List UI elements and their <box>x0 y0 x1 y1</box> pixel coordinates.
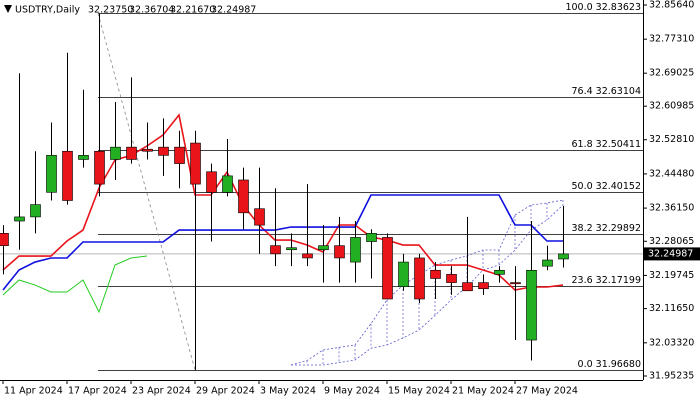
candle-body <box>366 233 377 242</box>
y-tick-label: 32.03320 <box>649 337 694 348</box>
x-tick-label: 3 May 2024 <box>260 386 316 397</box>
candle-body <box>526 269 537 341</box>
x-tick-label: 27 May 2024 <box>516 386 578 397</box>
y-tick-label: 31.95235 <box>649 370 694 381</box>
candle-body <box>270 245 281 255</box>
y-tick-label: 32.44480 <box>649 168 694 179</box>
x-tick-label: 17 Apr 2024 <box>68 386 127 397</box>
x-tick-label: 11 Apr 2024 <box>4 386 63 397</box>
candle-body <box>478 282 489 290</box>
quote-close: 32.24987 <box>211 5 256 16</box>
fib-label: 23.6 32.17199 <box>571 275 641 286</box>
fib-label: 76.4 32.63104 <box>571 86 641 97</box>
candle-body <box>110 146 121 160</box>
symbol: USDTRY,Daily <box>15 5 80 16</box>
y-tick-label: 32.19745 <box>649 270 694 281</box>
x-tick-label: 15 May 2024 <box>388 386 450 397</box>
candle-body <box>254 208 265 226</box>
fib-label: 61.8 32.50411 <box>571 139 641 150</box>
fib-label: 50.0 32.40152 <box>571 181 641 192</box>
y-tick-label: 32.85640 <box>649 0 694 11</box>
candle-body <box>142 148 153 152</box>
candle-body <box>286 247 297 251</box>
fib-label: 100.0 32.83623 <box>565 2 641 13</box>
candle-body <box>558 253 569 260</box>
candle-body <box>510 282 521 285</box>
price-tag-label: 32.24987 <box>648 248 693 259</box>
header-icon <box>4 5 12 13</box>
candle-body <box>14 216 25 222</box>
fib-trend <box>97 13 196 371</box>
fib-label: 0.0 31.96680 <box>578 359 641 370</box>
candle-body <box>446 274 457 283</box>
plot-area: 100.0 32.83623 76.4 32.63104 61.8 32.50411… <box>0 2 643 371</box>
y-tick-label: 32.69025 <box>649 68 694 79</box>
indicator-line <box>2 113 564 291</box>
y-tick-label: 32.11650 <box>649 303 694 314</box>
price-tag <box>644 247 700 261</box>
candle-body <box>382 237 393 300</box>
candle-body <box>334 245 345 259</box>
candle-body <box>462 282 473 292</box>
candle-body <box>398 261 409 287</box>
y-tick-label: 32.36150 <box>649 203 694 214</box>
candle-body <box>30 204 41 218</box>
candle-body <box>158 146 169 156</box>
x-tick-label: 9 May 2024 <box>324 386 380 397</box>
candle-body <box>302 253 313 259</box>
cloud-span <box>290 199 564 366</box>
x-tick-label: 23 Apr 2024 <box>132 386 191 397</box>
candle-body <box>430 269 441 279</box>
indicator-line <box>2 255 148 314</box>
candle-body <box>350 237 361 263</box>
candle-body <box>46 155 57 193</box>
candle-body <box>414 257 425 300</box>
x-tick-label: 21 May 2024 <box>452 386 514 397</box>
indicator-line <box>2 194 563 291</box>
candle-body <box>190 142 201 185</box>
fib-label: 38.2 32.29892 <box>571 223 641 234</box>
quote-high: 32.36704 <box>129 5 174 16</box>
candle-body <box>318 245 329 251</box>
candle-body <box>238 179 249 214</box>
candle-body <box>206 171 217 193</box>
y-tick-label: 32.52810 <box>649 134 694 145</box>
quote-low: 32.21670 <box>170 5 215 16</box>
quote-open: 32.23750 <box>88 5 133 16</box>
candle-body <box>174 146 185 164</box>
candle-body <box>494 269 505 275</box>
candle-body <box>126 146 137 160</box>
y-tick-label: 32.28065 <box>649 236 694 247</box>
candle-body <box>222 175 233 193</box>
candle-body <box>78 155 89 160</box>
y-tick-label: 32.77310 <box>649 34 694 45</box>
cloud-span <box>291 204 564 366</box>
x-tick-label: 29 Apr 2024 <box>196 386 255 397</box>
candle-body <box>62 150 73 201</box>
candle-body <box>0 233 9 246</box>
candle-body <box>542 259 553 267</box>
y-tick-label: 32.60985 <box>649 101 694 112</box>
candle-body <box>94 150 105 185</box>
